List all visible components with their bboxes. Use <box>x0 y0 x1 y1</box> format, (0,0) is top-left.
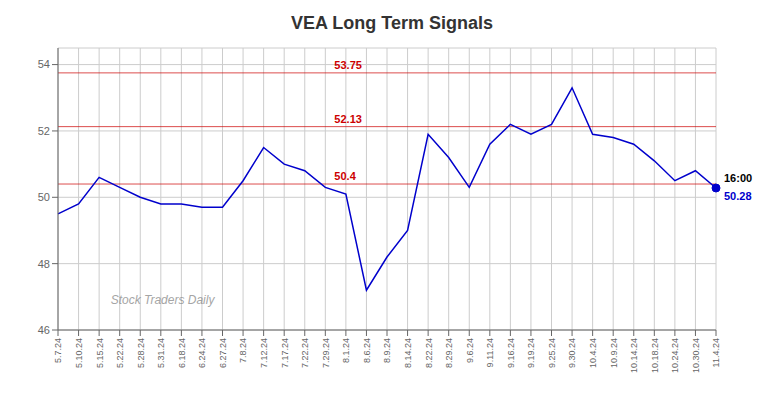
svg-text:9.19.24: 9.19.24 <box>526 338 536 368</box>
svg-text:50.28: 50.28 <box>724 190 752 202</box>
svg-text:5.7.24: 5.7.24 <box>53 338 63 363</box>
svg-text:10.9.24: 10.9.24 <box>609 338 619 368</box>
svg-text:6.27.24: 6.27.24 <box>218 338 228 368</box>
svg-text:6.24.24: 6.24.24 <box>197 338 207 368</box>
svg-text:50.4: 50.4 <box>334 170 356 182</box>
svg-text:9.6.24: 9.6.24 <box>465 338 475 363</box>
svg-text:52.13: 52.13 <box>334 113 362 125</box>
svg-text:6.18.24: 6.18.24 <box>177 338 187 368</box>
svg-text:8.14.24: 8.14.24 <box>403 338 413 368</box>
svg-text:46: 46 <box>38 324 50 336</box>
svg-text:5.10.24: 5.10.24 <box>74 338 84 368</box>
svg-text:8.22.24: 8.22.24 <box>424 338 434 368</box>
svg-text:7.29.24: 7.29.24 <box>321 338 331 368</box>
svg-text:5.31.24: 5.31.24 <box>156 338 166 368</box>
svg-text:8.9.24: 8.9.24 <box>382 338 392 363</box>
svg-text:5.22.24: 5.22.24 <box>115 338 125 368</box>
svg-text:52: 52 <box>38 125 50 137</box>
svg-text:8.29.24: 8.29.24 <box>444 338 454 368</box>
svg-text:48: 48 <box>38 258 50 270</box>
svg-text:7.17.24: 7.17.24 <box>280 338 290 368</box>
svg-text:10.14.24: 10.14.24 <box>629 338 639 373</box>
svg-text:10.4.24: 10.4.24 <box>588 338 598 368</box>
svg-text:9.25.24: 9.25.24 <box>547 338 557 368</box>
svg-text:53.75: 53.75 <box>334 59 362 71</box>
svg-text:8.1.24: 8.1.24 <box>341 338 351 363</box>
svg-text:7.12.24: 7.12.24 <box>259 338 269 368</box>
svg-text:50: 50 <box>38 191 50 203</box>
svg-text:11.4.24: 11.4.24 <box>711 338 721 367</box>
svg-text:9.16.24: 9.16.24 <box>506 338 516 368</box>
svg-text:7.8.24: 7.8.24 <box>238 338 248 363</box>
svg-text:10.30.24: 10.30.24 <box>691 338 701 373</box>
svg-text:10.24.24: 10.24.24 <box>670 338 680 373</box>
svg-text:8.6.24: 8.6.24 <box>362 338 372 363</box>
svg-text:54: 54 <box>38 58 50 70</box>
html-text:VEA Long Term Signals: VEA Long Term Signals <box>291 13 493 33</box>
svg-text:9.11.24: 9.11.24 <box>485 338 495 367</box>
svg-text:7.22.24: 7.22.24 <box>300 338 310 368</box>
svg-text:5.28.24: 5.28.24 <box>136 338 146 368</box>
svg-text:5.15.24: 5.15.24 <box>95 338 105 368</box>
svg-text:10.18.24: 10.18.24 <box>650 338 660 373</box>
html-text:Stock Traders Daily: Stock Traders Daily <box>110 293 215 308</box>
svg-text:16:00: 16:00 <box>724 172 752 184</box>
svg-text:9.30.24: 9.30.24 <box>567 338 577 368</box>
